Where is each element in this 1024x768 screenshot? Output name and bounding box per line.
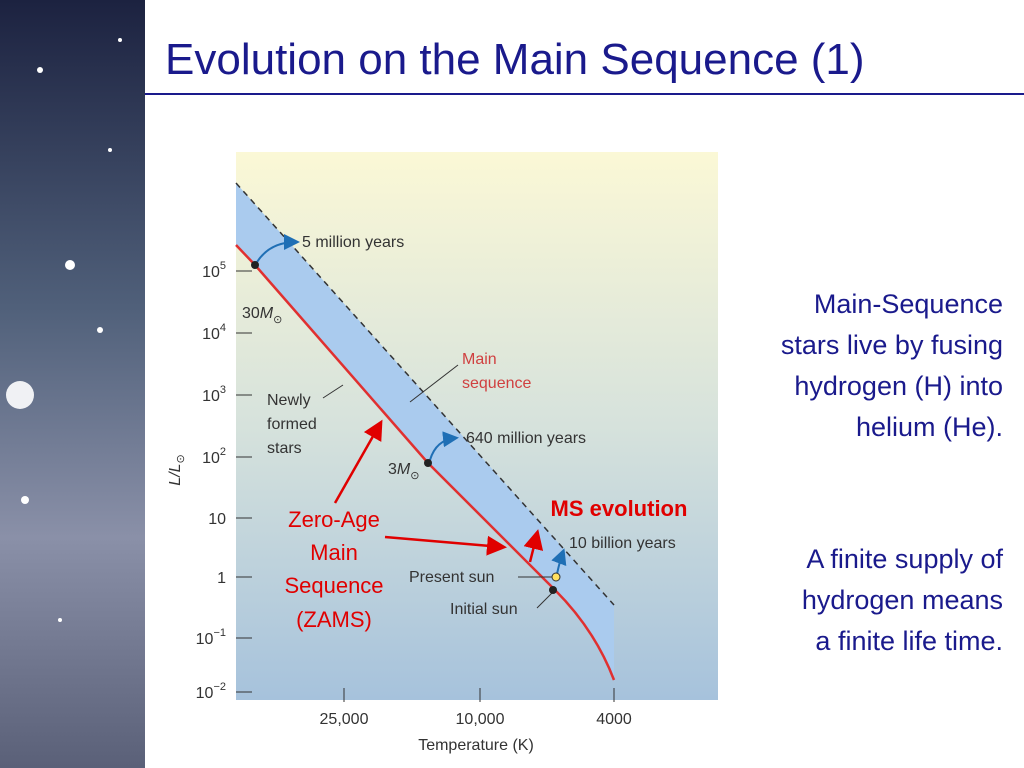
newly-formed-label: stars — [267, 440, 302, 457]
mass-label: 30M⊙ — [242, 305, 282, 326]
zams-callout: (ZAMS) — [296, 607, 372, 632]
x-tick-label: 10,000 — [456, 711, 505, 728]
star-dot — [251, 261, 259, 269]
stars — [6, 38, 122, 622]
x-tick-label: 4000 — [596, 711, 632, 728]
main-sequence-band — [236, 183, 614, 680]
y-tick-label: 102 — [202, 446, 226, 467]
evolution-arrows — [256, 234, 567, 575]
main-sequence-label: sequence — [462, 375, 531, 392]
present-sun-dot — [551, 572, 561, 582]
y-axis-label: L/L⊙ — [167, 454, 187, 485]
paragraph-line: hydrogen means — [802, 585, 1003, 615]
title: Evolution on the Main Sequence (1) — [165, 35, 865, 84]
age-label: 10 billion years — [569, 535, 676, 552]
paragraph-line: Main-Sequence — [814, 289, 1003, 319]
initial-sun-dot — [549, 586, 557, 594]
paragraph-line: stars live by fusing — [781, 330, 1003, 360]
y-tick-label: 1 — [217, 570, 226, 587]
callout-arrows — [333, 419, 544, 563]
y-tick-label: 10−2 — [196, 681, 226, 702]
plot-background — [236, 152, 718, 700]
zams-callout: Sequence — [284, 573, 383, 598]
age-label: 5 million years — [302, 234, 404, 251]
y-tick-label: 103 — [202, 384, 226, 405]
zams-line — [235, 244, 616, 681]
y-tick-label: 10 — [208, 511, 226, 528]
paragraph-line: helium (He). — [856, 412, 1003, 442]
paragraph-line: hydrogen (H) into — [794, 371, 1003, 401]
initial-sun-label: Initial sun — [450, 601, 518, 618]
y-tick-label: 10−1 — [196, 627, 226, 648]
age-label: 640 million years — [466, 430, 586, 447]
newly-formed-label: Newly — [267, 392, 311, 409]
mass-label: 3M⊙ — [388, 461, 419, 482]
ms-evolution-callout: MS evolution — [551, 496, 688, 521]
y-tick-label: 105 — [202, 260, 226, 281]
zams-callout: Zero-Age — [288, 507, 380, 532]
paragraph-line: a finite life time. — [815, 626, 1003, 656]
paragraph-line: A finite supply of — [806, 544, 1003, 574]
x-axis-label: Temperature (K) — [418, 737, 534, 754]
x-tick-label: 25,000 — [320, 711, 369, 728]
x-ticks: 25,000 10,000 4000 — [320, 688, 632, 728]
present-sun-label: Present sun — [409, 569, 494, 586]
side-text: Main-Sequence stars live by fusing hydroge… — [781, 289, 1004, 656]
main-sequence-label: Main — [462, 351, 497, 368]
zams-callout: Main — [310, 540, 358, 565]
newly-formed-label: formed — [267, 416, 317, 433]
y-tick-label: 104 — [202, 322, 226, 343]
leader-lines — [322, 364, 553, 609]
star-dot — [424, 459, 432, 467]
